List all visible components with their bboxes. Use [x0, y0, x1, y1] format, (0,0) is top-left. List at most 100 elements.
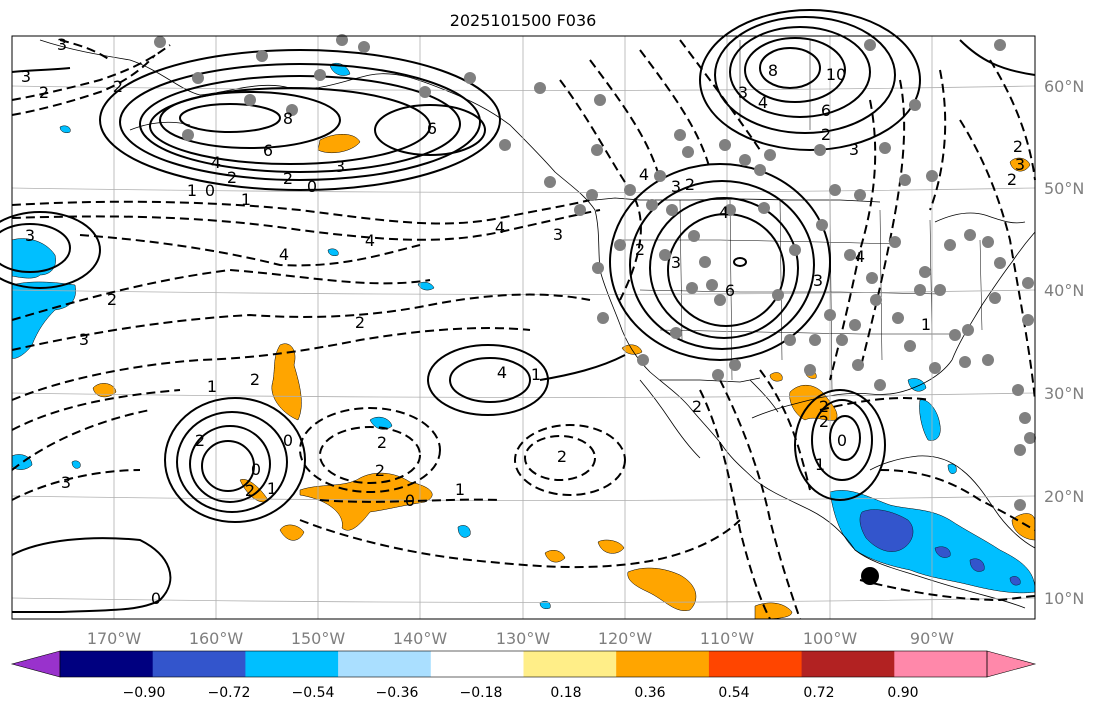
lat-label: 60°N	[1044, 77, 1084, 96]
lat-label: 30°N	[1044, 384, 1084, 403]
colorbar-over-triangle	[986, 650, 1037, 678]
contour-label: 3	[335, 157, 345, 176]
lon-label: 150°W	[291, 629, 346, 648]
contour-label: 0	[283, 431, 293, 450]
colorbar-frame	[59, 650, 988, 678]
contour-label: 10	[826, 65, 846, 84]
contour-label: 0	[405, 491, 415, 510]
contour-label: 4	[365, 231, 375, 250]
contour-label: 2	[1007, 170, 1017, 189]
contour-label: 3	[553, 225, 563, 244]
colorbar-bin	[152, 651, 246, 677]
contour-label: 0	[205, 181, 215, 200]
contour-label: 1	[267, 479, 277, 498]
colorbar-bin	[616, 651, 710, 677]
contour-label: 4	[758, 93, 768, 112]
contour-label: 6	[263, 141, 273, 160]
colorbar-bin	[523, 651, 617, 677]
contour-label: 1	[815, 455, 825, 474]
contour-label: 3	[79, 330, 89, 349]
colorbar-bin	[338, 651, 432, 677]
lon-label: 140°W	[393, 629, 448, 648]
colorbar-tick-label: 0.36	[634, 685, 665, 701]
lon-label: 120°W	[598, 629, 653, 648]
contour-label: 8	[283, 109, 293, 128]
contour-label: 4	[211, 153, 221, 172]
contour-label: 4	[719, 203, 729, 222]
contour-label: 2	[113, 77, 123, 96]
contour-label: 2	[250, 370, 260, 389]
contour-label: 6	[725, 281, 735, 300]
contour-label: 1	[455, 480, 465, 499]
contour-label: 2	[635, 240, 645, 259]
contour-label: 8	[768, 61, 778, 80]
contour-label: 2	[355, 313, 365, 332]
contour-label: 2	[195, 431, 205, 450]
contour-label: 2	[283, 169, 293, 188]
contour-label: 6	[821, 101, 831, 120]
colorbar-bin	[245, 651, 339, 677]
colorbar-tick-label: −0.36	[376, 685, 419, 701]
contour-label: 2	[821, 125, 831, 144]
colorbar-bin	[801, 651, 895, 677]
colorbar-bin	[894, 651, 988, 677]
contour-label: 3	[671, 253, 681, 272]
colorbar-tick-label: −0.90	[123, 685, 166, 701]
contour-label: 4	[497, 363, 507, 382]
colorbar-bin	[708, 651, 803, 677]
map-panel: 3 2 2 3 8 6 4 2 1 0 6 3 0 2 1 2 3 4 4 4 …	[0, 9, 1036, 620]
lat-label: 40°N	[1044, 281, 1084, 300]
station-markers	[154, 34, 1036, 511]
colorbar-bins	[60, 651, 988, 677]
highlighted-station-marker	[861, 567, 879, 585]
contour-label: 0	[151, 589, 161, 608]
contour-label: 3	[813, 271, 823, 290]
contour-label: 0	[307, 177, 317, 196]
contour-label: 0	[251, 460, 261, 479]
lon-label: 100°W	[803, 629, 858, 648]
latitude-labels: 60°N 50°N 40°N 30°N 20°N 10°N	[1044, 77, 1084, 608]
lon-label: 130°W	[496, 629, 551, 648]
contour-label: 4	[855, 247, 865, 266]
contour-label: 2	[227, 168, 237, 187]
contour-label: 2	[39, 83, 49, 102]
colorbar-tick-labels: −0.90 −0.72 −0.54 −0.36 −0.18 0.18 0.36 …	[123, 685, 919, 701]
contour-label: 3	[21, 67, 31, 86]
longitude-labels: 170°W 160°W 150°W 140°W 130°W 120°W 110°…	[87, 629, 954, 648]
contour-label: 0	[837, 431, 847, 450]
colorbar-tick-label: −0.72	[208, 685, 251, 701]
contour-label: 3	[671, 177, 681, 196]
colorbar-tick-label: −0.18	[460, 685, 503, 701]
contour-label: 3	[738, 83, 748, 102]
colorbar-tick-label: 0.90	[887, 685, 918, 701]
lon-label: 110°W	[700, 629, 755, 648]
colorbar-bin	[430, 651, 524, 677]
contour-label: 2	[819, 412, 829, 431]
contour-label: 2	[1013, 137, 1023, 156]
contour-label: 1	[241, 190, 251, 209]
contour-label: 1	[207, 377, 217, 396]
lat-label: 10°N	[1044, 589, 1084, 608]
contour-label: 4	[495, 218, 505, 237]
map-frame	[11, 35, 1036, 620]
colorbar-tick-label: −0.54	[292, 685, 335, 701]
contour-label: 1	[531, 365, 541, 384]
lon-label: 160°W	[189, 629, 244, 648]
colorbar-tick-label: 0.72	[803, 685, 834, 701]
colorbar-under-triangle	[10, 650, 61, 678]
lon-label: 170°W	[87, 629, 142, 648]
colorbar-bin	[60, 651, 154, 677]
colorbar-tick-label: 0.18	[550, 685, 581, 701]
contour-label: 3	[1015, 155, 1025, 174]
contour-label: 2	[245, 481, 255, 500]
map-title: 2025101500 F036	[450, 11, 597, 30]
colorbar: −0.90 −0.72 −0.54 −0.36 −0.18 0.18 0.36 …	[10, 650, 1037, 701]
contour-label: 2	[819, 397, 829, 416]
lon-label: 90°W	[910, 629, 954, 648]
shading-negative-dark	[859, 509, 1021, 586]
contours-solid	[0, 9, 1036, 613]
contour-label: 4	[279, 245, 289, 264]
contour-labels: 3 2 2 3 8 6 4 2 1 0 6 3 0 2 1 2 3 4 4 4 …	[21, 35, 1025, 608]
contour-label: 1	[187, 181, 197, 200]
contour-label: 3	[61, 473, 71, 492]
